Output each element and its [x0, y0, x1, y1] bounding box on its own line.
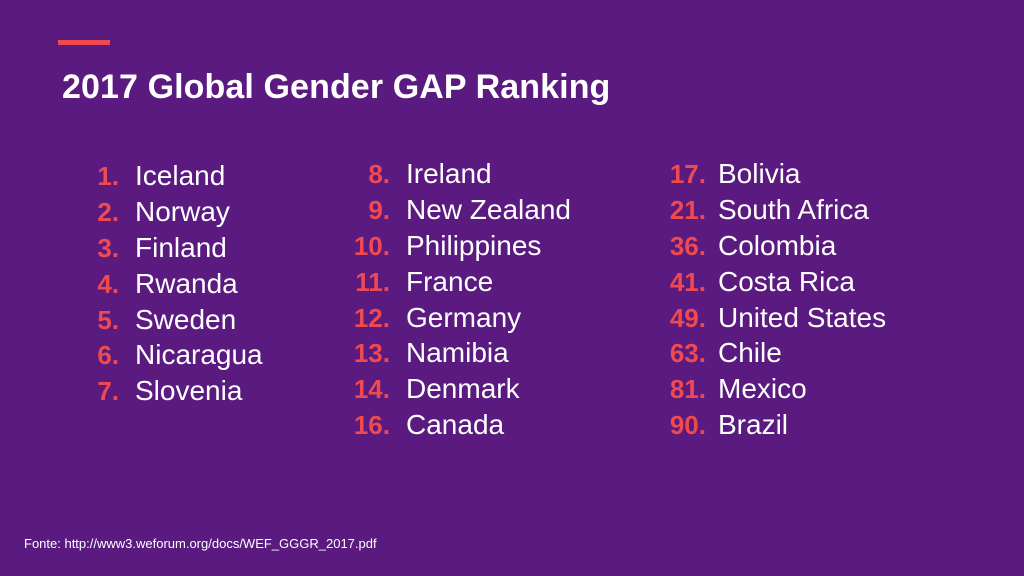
rank-number: 3.	[97, 232, 119, 263]
rank-number: 36.	[669, 230, 706, 261]
country-name: Finland	[135, 231, 227, 263]
rank-number: 5.	[97, 304, 119, 335]
country-name: Canada	[406, 409, 505, 441]
country-name: Bolivia	[718, 158, 801, 189]
country-name: Colombia	[718, 229, 837, 261]
rank-number: 17.	[669, 159, 706, 189]
country-name: Slovenia	[135, 375, 243, 407]
rank-number: 63.	[669, 338, 706, 369]
rank-number: 6.	[97, 340, 119, 371]
title-accent-bar	[58, 40, 110, 45]
ranking-column-2: 8. Ireland 9. New Zealand 10. Philippines 11. F…	[330, 158, 571, 445]
ranking-item: 13. Namibia	[330, 337, 571, 373]
country-name: Denmark	[406, 373, 520, 405]
ranking-item: 21. South Africa	[645, 194, 886, 230]
rank-number: 90.	[669, 410, 706, 441]
ranking-item: 49. United States	[645, 302, 886, 338]
ranking-item: 1. Iceland	[60, 160, 263, 196]
country-name: United States	[718, 301, 887, 333]
country-name: Rwanda	[135, 267, 238, 299]
ranking-item: 10. Philippines	[330, 230, 571, 266]
country-name: Norway	[135, 195, 230, 227]
country-name: Costa Rica	[718, 265, 855, 297]
country-name: Germany	[406, 301, 522, 333]
country-name: France	[406, 265, 494, 297]
country-name: Philippines	[406, 229, 542, 261]
ranking-item: 5. Sweden	[60, 304, 263, 340]
country-name: Namibia	[406, 337, 509, 369]
ranking-item: 8. Ireland	[330, 158, 571, 194]
rank-number: 12.	[353, 302, 390, 333]
rank-number: 13.	[353, 338, 390, 369]
rank-number: 7.	[97, 376, 119, 407]
ranking-column-1: 1. Iceland 2. Norway 3. Finland 4. Rwanda 5. Swed…	[60, 160, 263, 411]
country-name: Iceland	[135, 160, 226, 191]
rank-number: 49.	[669, 302, 706, 333]
ranking-item: 2. Norway	[60, 196, 263, 232]
ranking-item: 11. France	[330, 266, 571, 302]
ranking-item: 3. Finland	[60, 232, 263, 268]
rank-number: 21.	[669, 194, 706, 225]
ranking-item: 81. Mexico	[645, 373, 886, 409]
ranking-item: 12. Germany	[330, 302, 571, 338]
ranking-item: 41. Costa Rica	[645, 266, 886, 302]
country-name: Mexico	[718, 373, 807, 405]
rank-number: 2.	[97, 196, 119, 227]
country-name: New Zealand	[406, 193, 571, 225]
country-name: Sweden	[135, 303, 237, 335]
rank-number: 41.	[669, 266, 706, 297]
country-name: South Africa	[718, 193, 869, 225]
ranking-item: 9. New Zealand	[330, 194, 571, 230]
ranking-item: 7. Slovenia	[60, 375, 263, 411]
rank-number: 11.	[355, 266, 390, 297]
rank-number: 10.	[353, 230, 390, 261]
rank-number: 9.	[368, 194, 390, 225]
ranking-column-3: 17. Bolivia 21. South Africa 36. Colombia 41. C…	[645, 158, 886, 445]
ranking-item: 16. Canada	[330, 409, 571, 445]
ranking-item: 14. Denmark	[330, 373, 571, 409]
source-footnote: Fonte: http://www3.weforum.org/docs/WEF_…	[24, 536, 377, 551]
country-name: Ireland	[406, 158, 492, 189]
rank-number: 14.	[353, 374, 390, 405]
ranking-item: 6. Nicaragua	[60, 339, 263, 375]
ranking-item: 17. Bolivia	[645, 158, 886, 194]
ranking-item: 63. Chile	[645, 337, 886, 373]
ranking-item: 36. Colombia	[645, 230, 886, 266]
ranking-item: 4. Rwanda	[60, 268, 263, 304]
slide-title: 2017 Global Gender GAP Ranking	[62, 68, 611, 106]
country-name: Nicaragua	[135, 339, 263, 371]
country-name: Brazil	[718, 409, 789, 441]
rank-number: 4.	[97, 268, 119, 299]
ranking-item: 90. Brazil	[645, 409, 886, 445]
rank-number: 16.	[353, 410, 390, 441]
rank-number: 8.	[368, 159, 390, 189]
rank-number: 1.	[97, 161, 119, 191]
country-name: Chile	[718, 337, 782, 369]
rank-number: 81.	[669, 374, 706, 405]
